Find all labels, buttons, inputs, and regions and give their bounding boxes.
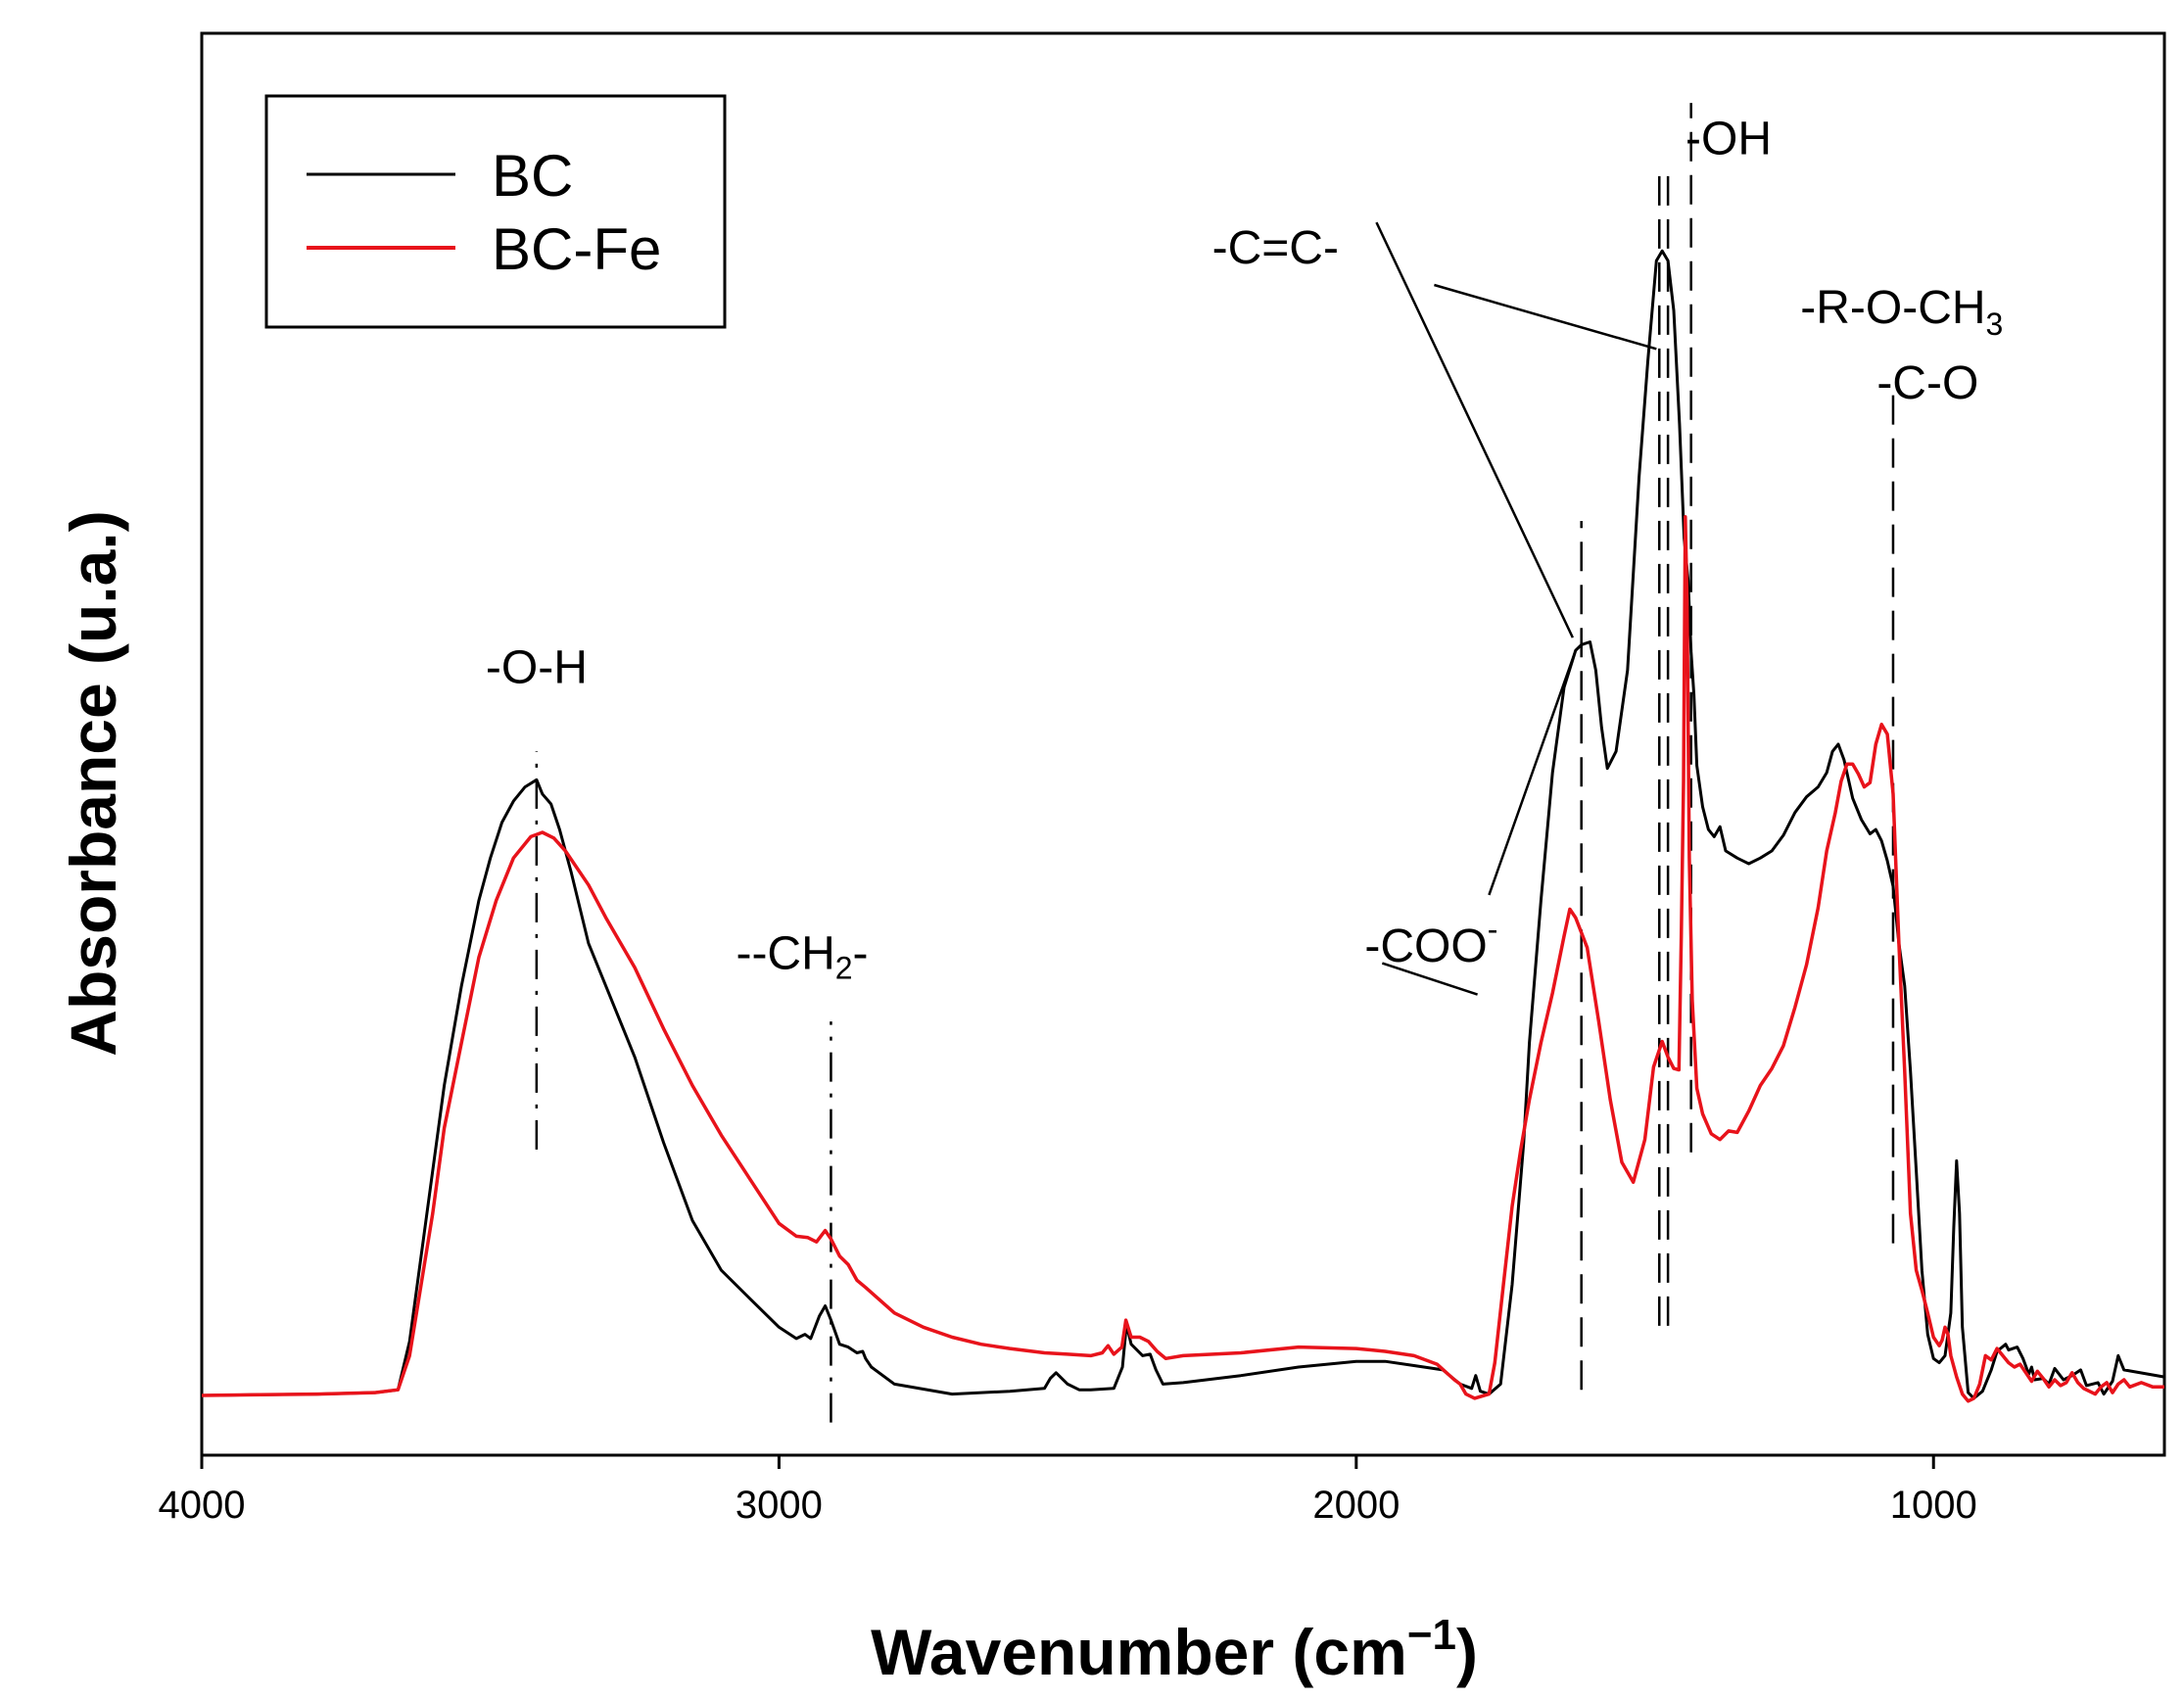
annotation-roch3: -R-O-CH3 — [1800, 282, 2003, 342]
legend: BC BC-Fe — [264, 94, 727, 329]
annotation-ch2-subscript: 2 — [835, 950, 853, 985]
annotation-roch3-main: -R-O-CH — [1800, 282, 1985, 334]
annotation-coo-superscript: - — [1488, 912, 1498, 947]
series-line-bc-fe — [201, 514, 2164, 1403]
x-tick-label-3000: 3000 — [736, 1484, 823, 1527]
annotation-leader-lines — [1375, 221, 1657, 996]
series-line-bc — [201, 249, 2165, 1400]
annotation-co: -C-O — [1876, 357, 1978, 409]
annotation-leader-line — [1434, 283, 1657, 351]
annotation-leader-line — [1381, 962, 1478, 996]
annotation-oh-broad: -O-H — [486, 642, 588, 694]
legend-label-bc-fe: BC-Fe — [492, 216, 661, 282]
x-tick-label-2000: 2000 — [1312, 1484, 1400, 1527]
annotation-cc: -C=C- — [1212, 222, 1339, 274]
annotation-ch2-tail: - — [853, 927, 869, 979]
x-tick-label-1000: 1000 — [1890, 1484, 1977, 1527]
y-axis-title: Absorbance (u.a.) — [57, 510, 129, 1056]
x-tick-label-4000: 4000 — [159, 1484, 246, 1527]
annotation-ch2: --CH2- — [736, 927, 868, 985]
annotation-oh: -OH — [1685, 113, 1772, 165]
annotation-ch2-main: --CH — [736, 927, 834, 979]
annotation-leader-line — [1488, 649, 1577, 896]
x-axis-ticks: 4000 3000 2000 1000 — [159, 1455, 1977, 1527]
annotation-coo: -COO- — [1364, 912, 1497, 972]
annotation-coo-main: -COO — [1364, 921, 1487, 972]
annotation-leader-line — [1375, 221, 1574, 638]
x-axis-title-main: Wavenumber (cm — [871, 1616, 1407, 1688]
annotation-roch3-subscript: 3 — [1986, 307, 2004, 342]
legend-box — [264, 94, 727, 329]
plot-frame — [200, 31, 2166, 1457]
x-axis-title-tail: ) — [1456, 1616, 1478, 1688]
x-axis-title-exponent: −1 — [1407, 1611, 1456, 1659]
series-layer — [201, 249, 2165, 1403]
x-axis-title: Wavenumber (cm−1) — [871, 1611, 1478, 1688]
legend-label-bc: BC — [492, 143, 573, 209]
